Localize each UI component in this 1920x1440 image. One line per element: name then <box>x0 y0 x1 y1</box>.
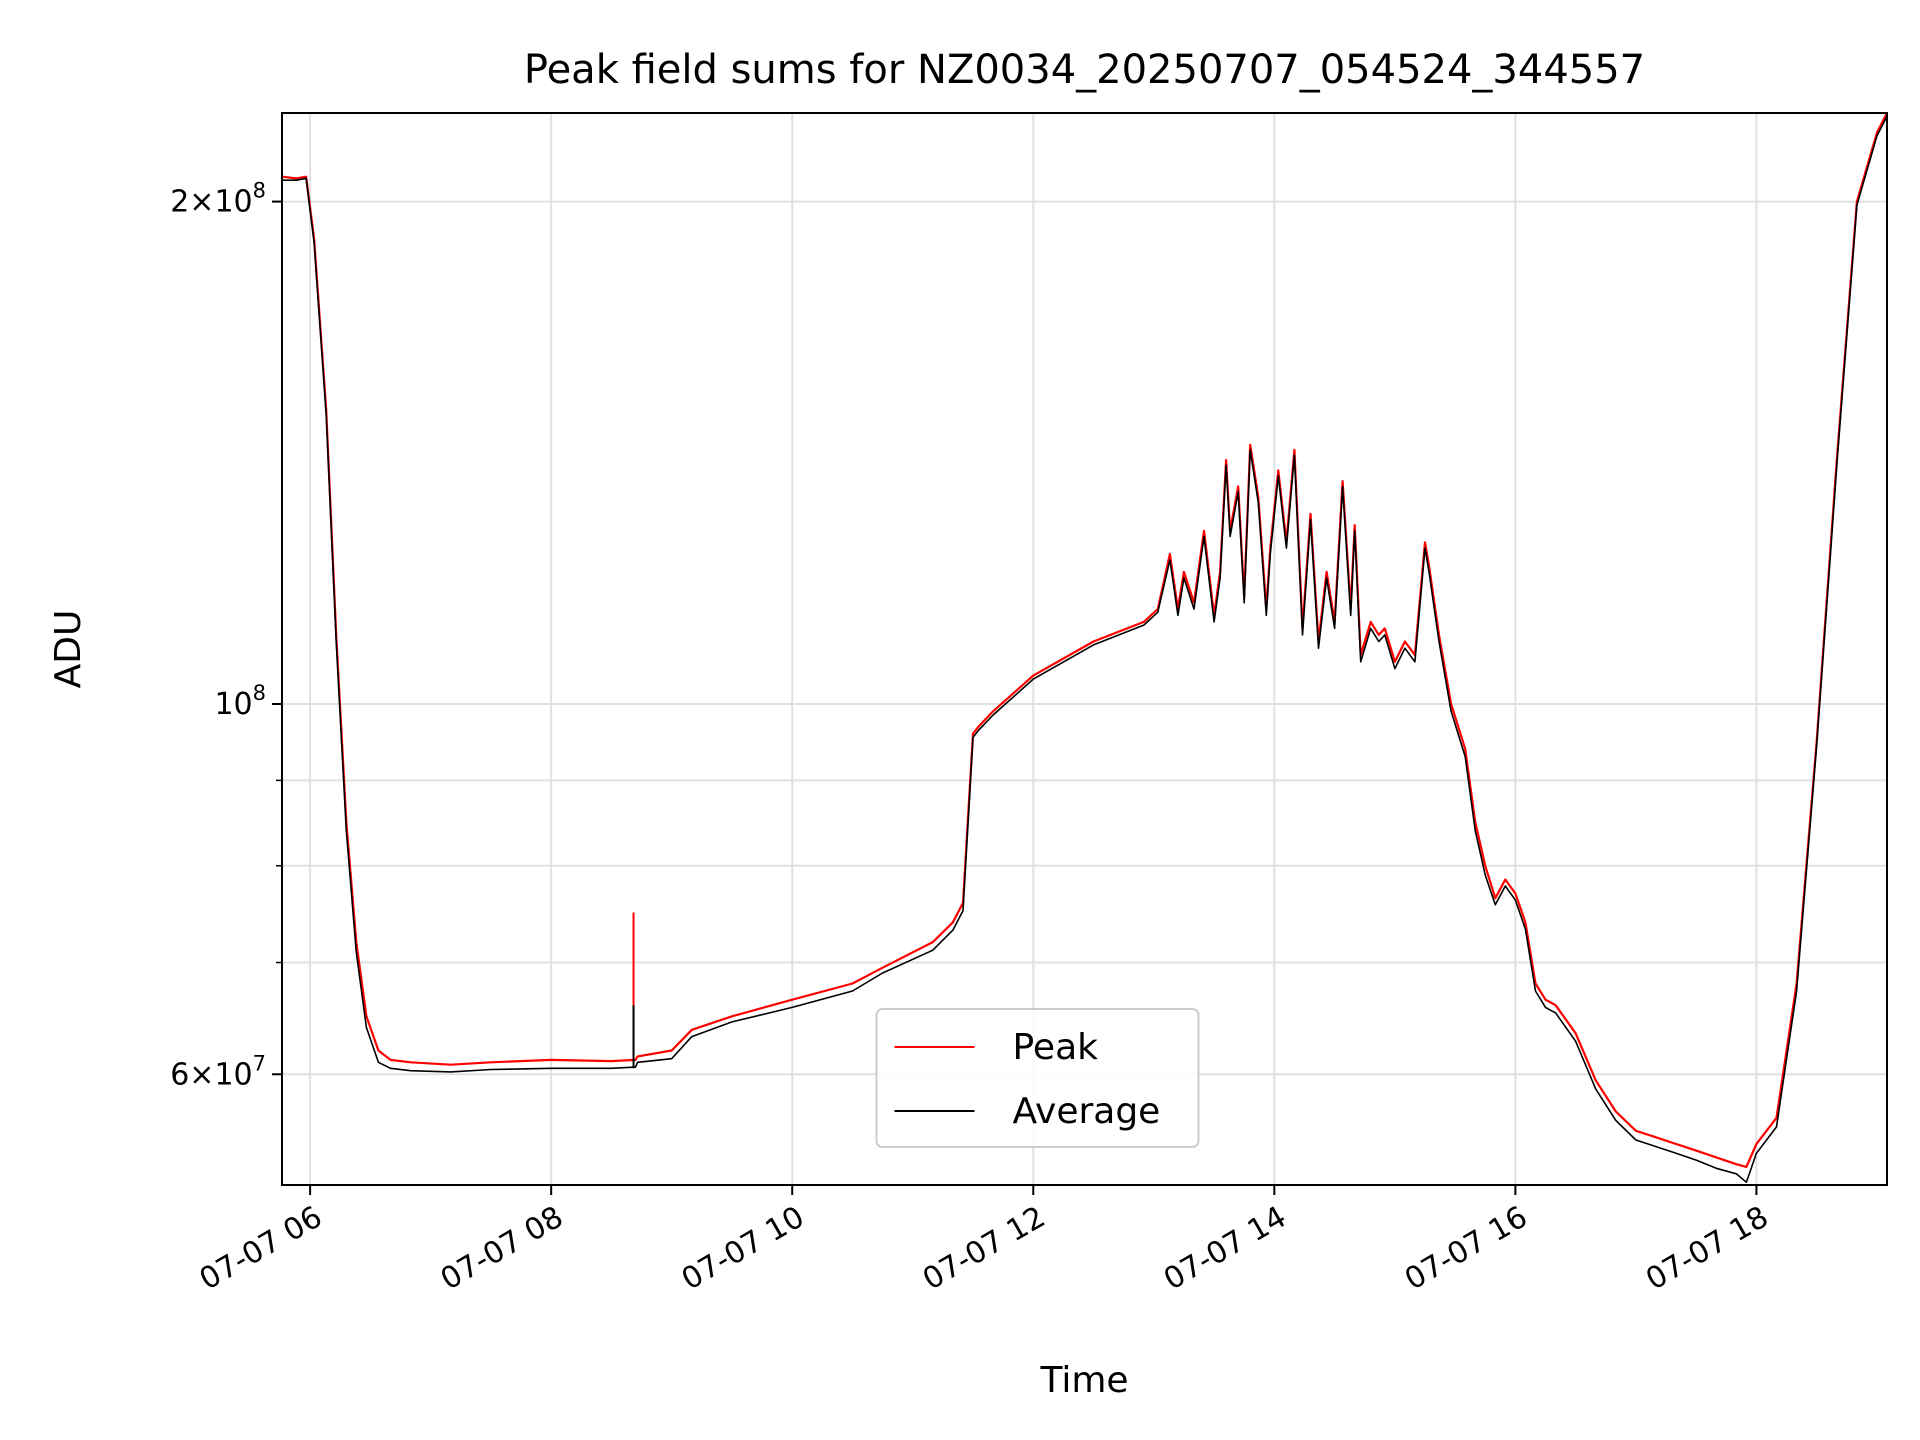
legend-box <box>875 1008 1200 1148</box>
y-tick-label: 108 <box>214 681 266 722</box>
legend-label-peak: Peak <box>1013 1027 1099 1068</box>
axes-frame <box>281 112 1888 1186</box>
y-tick-label: 2×108 <box>170 179 266 220</box>
series-line-peak <box>282 113 1887 1169</box>
x-axis-label: Time <box>1039 1360 1128 1401</box>
y-tick-label: 6×107 <box>170 1051 266 1092</box>
legend: Peak Average <box>875 1008 1200 1148</box>
series-layer <box>282 113 1887 1183</box>
grid <box>282 113 1887 1185</box>
chart-title: Peak field sums for NZ0034_20250707_0545… <box>524 47 1645 93</box>
legend-label-average: Average <box>1013 1091 1161 1132</box>
series-line-average <box>282 115 1887 1183</box>
y-axis: 6×107 108 2×108 <box>170 179 282 1092</box>
y-axis-label: ADU <box>48 610 89 689</box>
